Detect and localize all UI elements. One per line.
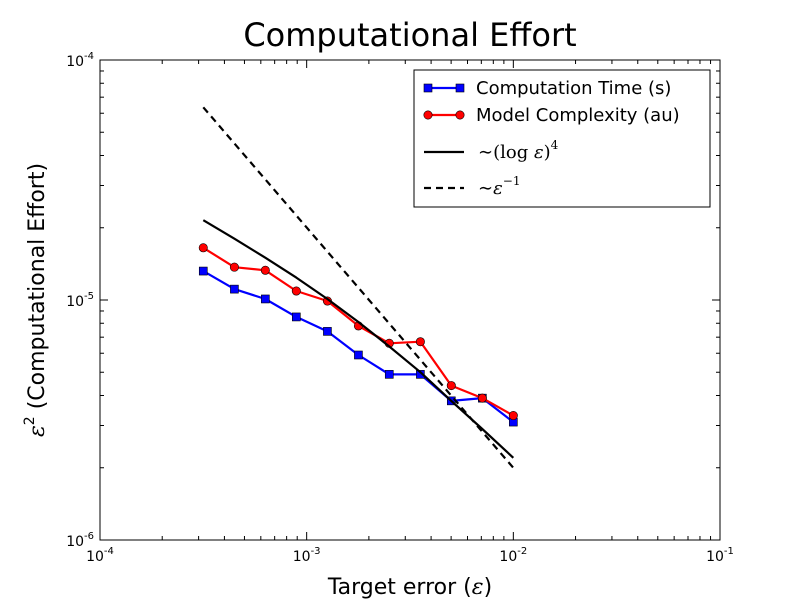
x-tick-label: 10-4 — [86, 546, 114, 565]
series-1-point — [198, 266, 208, 276]
series-3-line — [202, 219, 515, 459]
y-tick-label-base: 10 — [66, 534, 84, 550]
legend-label-exp: 4 — [551, 138, 559, 152]
x-tick-label: 10-2 — [499, 546, 527, 565]
x-tick-label-exp: -4 — [104, 546, 114, 557]
series-1-point — [384, 370, 394, 379]
legend-label: ∼ε−1 — [478, 174, 520, 199]
y-tick-label-exp: -5 — [84, 291, 94, 302]
legend: Computation Time (s) Model Complexity (au… — [413, 69, 711, 208]
x-tick-label: 10-3 — [293, 546, 321, 565]
series-2-point — [291, 286, 301, 296]
legend-marker — [423, 110, 433, 120]
x-axis-label-symbol: ε — [472, 575, 484, 600]
legend-label-symbol: ε — [534, 142, 544, 163]
x-tick-label-base: 10 — [86, 549, 104, 565]
ticks-layer — [99, 59, 721, 541]
legend-label-symbol: ε — [493, 178, 503, 199]
y-tick-label-exp: -4 — [84, 51, 94, 62]
y-tick-label: 10-4 — [66, 51, 94, 70]
series-layer — [198, 106, 518, 469]
series-1-point — [230, 284, 239, 294]
y-tick-label-exp: -6 — [84, 531, 94, 542]
legend-label-close: ) — [544, 142, 551, 163]
legend-item-1: Computation Time (s) — [423, 78, 671, 99]
x-tick-label-exp: -3 — [311, 546, 321, 557]
tick-labels-layer: 10-4 10-3 10-2 10-110-610-510-4 — [66, 51, 734, 565]
series-1-point — [292, 312, 301, 322]
y-tick-label-base: 10 — [66, 54, 84, 70]
legend-item-2: Model Complexity (au) — [423, 105, 680, 126]
series-4 — [202, 106, 515, 469]
legend-item-3: ∼(log ε)4 — [424, 138, 559, 163]
y-axis-label: ε2 (Computational Effort) — [22, 163, 50, 437]
x-tick-label: 10-1 — [706, 546, 734, 565]
series-4-line — [202, 106, 515, 469]
x-axis-label: Target error (ε) — [327, 575, 492, 600]
x-tick-label-exp: -2 — [517, 546, 527, 557]
x-tick-label-base: 10 — [293, 549, 311, 565]
y-axis-label-symbol: ε — [25, 425, 50, 437]
x-tick-label-base: 10 — [706, 549, 724, 565]
legend-items: Computation Time (s) Model Complexity (au… — [423, 78, 680, 199]
y-tick-label-base: 10 — [66, 294, 84, 310]
series-1-point — [261, 294, 270, 304]
y-axis-label-exp: 2 — [22, 416, 38, 425]
series-2-point — [508, 411, 518, 421]
x-axis-label-prefix: Target error ( — [327, 575, 472, 600]
legend-marker — [455, 83, 465, 93]
legend-marker — [423, 83, 433, 93]
legend-label-prefix: ∼ — [478, 178, 493, 199]
series-2-point — [229, 262, 239, 272]
x-tick-label-exp: -1 — [724, 546, 734, 557]
series-2 — [198, 243, 518, 421]
series-3 — [202, 219, 515, 459]
series-2-point — [198, 243, 208, 253]
series-1-point — [416, 370, 425, 379]
legend-label: ∼(log ε)4 — [478, 138, 559, 163]
legend-label-prefix: ∼(log — [478, 142, 534, 163]
legend-label-exp: −1 — [503, 174, 521, 188]
x-axis-label-suffix: ) — [484, 575, 493, 600]
legend-item-4: ∼ε−1 — [424, 174, 520, 199]
legend-label: Model Complexity (au) — [476, 105, 680, 126]
y-axis-label-rest: (Computational Effort) — [25, 163, 50, 416]
x-tick-label-base: 10 — [499, 549, 517, 565]
legend-label: Computation Time (s) — [476, 78, 671, 99]
series-2-point — [446, 381, 456, 391]
series-2-point — [415, 337, 425, 347]
legend-box — [413, 69, 711, 208]
legend-marker — [455, 110, 465, 120]
y-tick-label: 10-5 — [66, 291, 94, 310]
chart-title: Computational Effort — [243, 16, 576, 54]
series-1-point — [323, 327, 332, 336]
y-tick-label: 10-6 — [66, 531, 94, 550]
series-2-point — [477, 393, 487, 403]
series-1-point — [354, 350, 363, 360]
series-2-point — [260, 265, 270, 275]
